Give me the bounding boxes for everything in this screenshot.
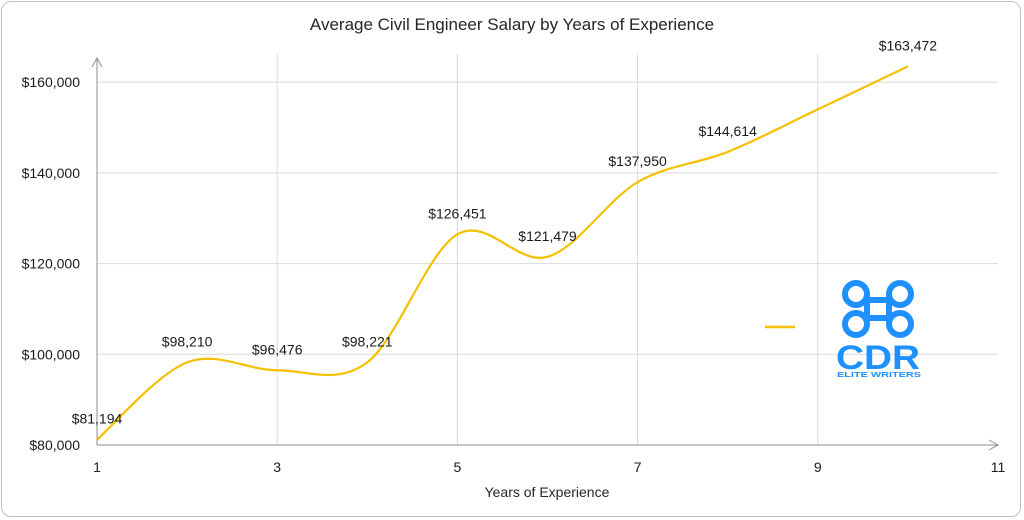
x-tick-label: 1	[93, 459, 101, 475]
series-line	[96, 65, 909, 441]
data-label: $144,614	[698, 123, 757, 139]
cdr-logo-tagline: ELITE WRITERS	[837, 372, 922, 379]
data-label: $98,221	[342, 333, 393, 349]
data-label: $81,194	[72, 411, 123, 427]
data-label: $137,950	[608, 153, 667, 169]
data-label: $163,472	[879, 37, 938, 53]
data-label: $126,451	[428, 205, 487, 221]
y-axis-ticks: $80,000 $100,000 $120,000 $140,000 $160,000	[22, 74, 81, 453]
x-tick-label: 11	[991, 459, 1006, 475]
x-tick-label: 5	[454, 459, 462, 475]
y-tick-label: $140,000	[22, 165, 81, 181]
x-axis-title: Years of Experience	[485, 484, 610, 500]
x-tick-label: 9	[814, 459, 822, 475]
cdr-logo-mark-icon	[842, 280, 914, 338]
y-tick-label: $100,000	[22, 346, 81, 362]
data-label: $98,210	[162, 333, 213, 349]
x-axis-arrow	[988, 439, 1000, 451]
y-tick-label: $120,000	[22, 256, 81, 272]
x-axis-ticks: 1 3 5 7 9 11	[93, 459, 1005, 475]
x-tick-label: 3	[273, 459, 281, 475]
y-axis-arrow	[91, 56, 103, 68]
data-label: $96,476	[252, 341, 303, 357]
cdr-logo-mark: CDR	[836, 339, 920, 377]
gridlines	[97, 54, 998, 445]
axes	[91, 56, 1000, 451]
y-tick-label: $160,000	[22, 74, 81, 90]
data-label: $121,479	[518, 228, 577, 244]
data-labels: $81,194 $98,210 $96,476 $98,221 $126,451 $121…	[72, 37, 938, 426]
x-tick-label: 7	[634, 459, 642, 475]
cdr-logo: CDR ELITE WRITERS	[836, 280, 922, 379]
chart-title: Average Civil Engineer Salary by Years o…	[310, 15, 714, 34]
y-tick-label: $80,000	[29, 437, 80, 453]
